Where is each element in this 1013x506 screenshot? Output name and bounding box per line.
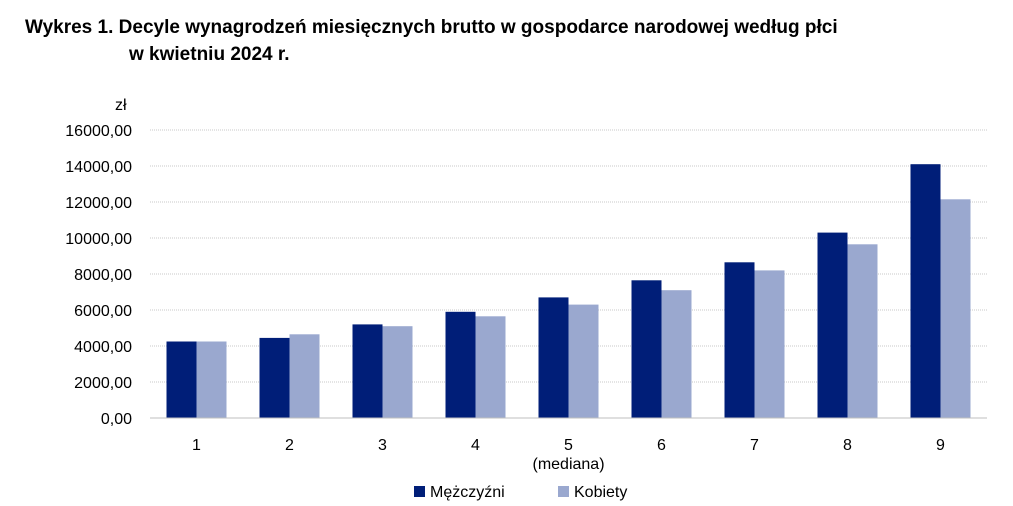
legend-label-women: Kobiety [574, 484, 627, 501]
y-axis-ticks: 0,00 2000,00 4000,00 6000,00 8000,00 10000,00… [65, 123, 132, 428]
bar-men-decile-9 [910, 164, 941, 418]
legend: Mężczyźni Kobiety [414, 484, 627, 501]
x-tick-label: 5 [564, 437, 573, 454]
bar-women-decile-1 [196, 341, 227, 418]
bar-women-decile-3 [382, 326, 413, 418]
x-tick-label: 2 [285, 437, 294, 454]
y-tick-label: 8000,00 [74, 267, 132, 284]
bars [166, 164, 971, 418]
chart-title: Wykres 1. Decyle wynagrodzeń miesięcznyc… [25, 14, 1000, 68]
y-tick-label: 12000,00 [65, 195, 132, 212]
legend-label-men: Mężczyźni [430, 484, 505, 501]
legend-swatch-men [414, 486, 425, 497]
bar-women-decile-8 [847, 244, 878, 418]
bar-women-decile-9 [940, 199, 971, 418]
x-tick-label: 7 [750, 437, 759, 454]
bar-women-decile-6 [661, 290, 692, 418]
y-tick-label: 4000,00 [74, 339, 132, 356]
x-axis-ticks: 1 2 3 4 5 (mediana) 6 7 8 9 [192, 437, 945, 473]
y-tick-label: 14000,00 [65, 159, 132, 176]
x-tick-label: 8 [843, 437, 852, 454]
legend-swatch-women [558, 486, 569, 497]
x-tick-label: 3 [378, 437, 387, 454]
x-tick-sublabel: (mediana) [532, 456, 604, 473]
y-tick-label: 16000,00 [65, 123, 132, 140]
bar-men-decile-6 [631, 280, 662, 418]
bar-women-decile-2 [289, 334, 320, 418]
bar-men-decile-1 [166, 341, 197, 418]
bar-women-decile-5 [568, 304, 599, 418]
x-tick-label: 9 [936, 437, 945, 454]
x-tick-label: 6 [657, 437, 666, 454]
bar-women-decile-4 [475, 316, 506, 418]
y-tick-label: 2000,00 [74, 375, 132, 392]
bar-women-decile-7 [754, 270, 785, 418]
y-tick-label: 10000,00 [65, 231, 132, 248]
bar-men-decile-8 [817, 232, 848, 418]
y-axis-unit-label: zł [115, 97, 127, 114]
bar-men-decile-3 [352, 324, 383, 418]
bar-men-decile-2 [259, 337, 290, 418]
bar-men-decile-7 [724, 262, 755, 418]
chart-title-line-1: Wykres 1. Decyle wynagrodzeń miesięcznyc… [25, 17, 838, 38]
y-tick-label: 6000,00 [74, 303, 132, 320]
bar-men-decile-5 [538, 297, 569, 418]
y-tick-label: 0,00 [101, 411, 132, 428]
x-tick-label: 4 [471, 437, 480, 454]
x-tick-label: 1 [192, 437, 201, 454]
chart-title-line-2: w kwietniu 2024 r. [129, 44, 290, 65]
bar-men-decile-4 [445, 311, 476, 418]
